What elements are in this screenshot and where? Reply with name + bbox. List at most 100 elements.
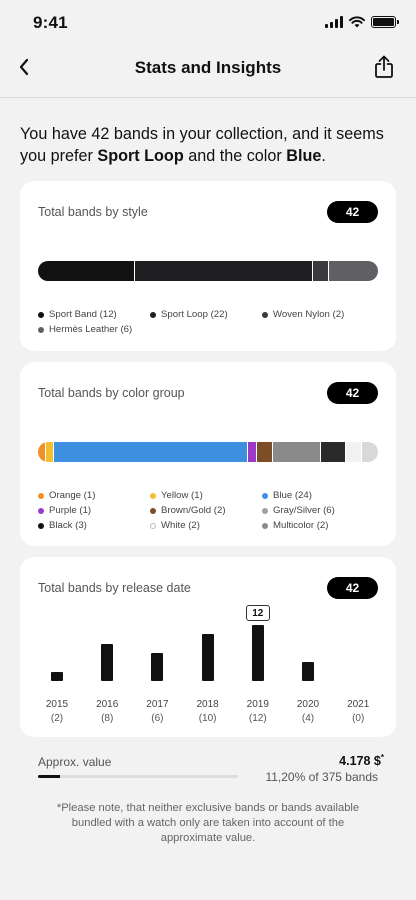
- color-legend-item: Orange (1): [38, 490, 150, 501]
- preferred-color: Blue: [286, 147, 322, 165]
- color-segment: [272, 442, 322, 462]
- release-bar[interactable]: [51, 671, 63, 681]
- collection-summary: You have 42 bands in your collection, an…: [20, 125, 384, 165]
- release-card-title: Total bands by release date: [38, 581, 191, 595]
- style-segment: [329, 261, 378, 281]
- color-legend-dot: [38, 507, 44, 514]
- release-year-label: 2017: [146, 699, 169, 710]
- color-legend-item: Purple (1): [38, 505, 150, 516]
- style-legend-dot: [262, 311, 268, 318]
- style-legend-label: Hermès Leather (6): [49, 324, 133, 335]
- status-bar: 9:41: [0, 0, 416, 44]
- color-legend-label: White (2): [161, 520, 200, 531]
- color-legend-dot: [262, 507, 268, 514]
- style-card-title: Total bands by style: [38, 205, 148, 219]
- style-distribution-bar: [38, 261, 378, 281]
- color-legend-label: Purple (1): [49, 505, 92, 516]
- release-count-badge: 42: [327, 577, 378, 599]
- color-segment: [46, 442, 55, 462]
- release-year-label: 2020: [296, 699, 320, 710]
- style-legend-item: Sport Band (12): [38, 309, 150, 320]
- color-legend-label: Multicolor (2): [273, 520, 329, 531]
- color-legend: Orange (1) Yellow (1) Blue (24) Purple (1) B…: [38, 490, 374, 531]
- style-legend-dot: [38, 326, 44, 333]
- back-button[interactable]: [10, 53, 38, 81]
- approx-value-subtitle: 11,20% of 375 bands: [265, 770, 378, 784]
- color-legend-item: Multicolor (2): [262, 520, 374, 531]
- style-legend-label: Sport Band (12): [49, 309, 117, 320]
- release-count-label: (0): [352, 713, 365, 724]
- style-segment: [38, 261, 136, 281]
- color-segment: [345, 442, 362, 462]
- color-legend-dot: [262, 522, 268, 529]
- color-legend-dot: [38, 492, 44, 499]
- color-legend-label: Black (3): [49, 520, 87, 531]
- style-legend-item: Woven Nylon (2): [262, 309, 374, 320]
- style-segment: [313, 261, 330, 281]
- style-legend-dot: [38, 311, 44, 318]
- release-bar[interactable]: [302, 662, 314, 681]
- release-count-label: (12): [248, 713, 267, 724]
- release-year-label: 2015: [45, 699, 69, 710]
- release-count-label: (2): [50, 713, 64, 724]
- approx-value-amount: 4.178 $*: [339, 753, 384, 769]
- color-segment: [321, 442, 346, 462]
- style-legend-dot: [150, 311, 156, 318]
- style-legend-item: Hermès Leather (6): [38, 324, 150, 335]
- color-segment: [38, 442, 47, 462]
- color-segment: [361, 442, 378, 462]
- color-legend-label: Yellow (1): [161, 490, 203, 501]
- release-count-label: (4): [301, 713, 315, 724]
- color-segment: [54, 442, 249, 462]
- release-bar[interactable]: [201, 634, 214, 681]
- release-year-label: 2018: [196, 699, 219, 710]
- navigation-bar: Stats and Insights: [0, 44, 416, 98]
- battery-icon: [371, 16, 399, 28]
- color-legend-item: Blue (24): [262, 490, 374, 501]
- color-legend-dot: [150, 492, 156, 499]
- value-progress-bar: [38, 775, 238, 778]
- color-distribution-bar: [38, 442, 378, 462]
- share-icon: [375, 55, 393, 78]
- color-segment: [248, 442, 257, 462]
- color-legend-dot: [150, 522, 156, 529]
- color-count-badge: 42: [327, 382, 378, 404]
- release-bar[interactable]: [101, 643, 114, 681]
- preferred-style: Sport Loop: [97, 147, 184, 165]
- style-legend-item: Sport Loop (22): [150, 309, 262, 320]
- style-segment: [135, 261, 314, 281]
- color-legend-label: Blue (24): [273, 490, 312, 501]
- footnote: *Please note, that neither exclusive ban…: [56, 802, 360, 844]
- color-card-title: Total bands by color group: [38, 386, 185, 400]
- status-time: 9:41: [33, 13, 68, 32]
- style-legend-label: Sport Loop (22): [161, 309, 228, 320]
- status-icons: [325, 16, 399, 28]
- color-legend-label: Orange (1): [49, 490, 96, 501]
- color-legend-label: Brown/Gold (2): [161, 505, 226, 516]
- color-legend-item: Brown/Gold (2): [150, 505, 262, 516]
- release-count-label: (6): [151, 713, 164, 724]
- color-legend-dot: [38, 522, 44, 529]
- release-count-label: (8): [101, 713, 114, 724]
- page-title: Stats and Insights: [134, 58, 282, 77]
- color-legend-label: Gray/Silver (6): [273, 505, 335, 516]
- chevron-left-icon: [19, 58, 29, 76]
- color-card: Total bands by color group 42 Orange (1)…: [20, 362, 396, 546]
- release-year-label: 2016: [96, 699, 119, 710]
- share-button[interactable]: [370, 52, 398, 82]
- color-legend-item: Gray/Silver (6): [262, 505, 374, 516]
- color-legend-dot: [262, 492, 268, 499]
- color-legend-item: Black (3): [38, 520, 150, 531]
- bar-value-tooltip: 12: [245, 605, 270, 621]
- color-legend-dot: [150, 507, 156, 514]
- style-count-badge: 42: [327, 201, 378, 223]
- release-card: Total bands by release date 42 2015 (2) 20…: [20, 557, 396, 737]
- value-progress-fill: [38, 775, 61, 778]
- release-year-label: 2019: [246, 699, 269, 710]
- wifi-icon: [349, 16, 365, 28]
- release-bar[interactable]: [251, 625, 264, 681]
- release-bar[interactable]: [151, 653, 164, 681]
- release-year-label: 2021: [347, 699, 370, 710]
- cellular-signal-icon: [325, 16, 343, 28]
- approx-value-label: Approx. value: [38, 755, 112, 769]
